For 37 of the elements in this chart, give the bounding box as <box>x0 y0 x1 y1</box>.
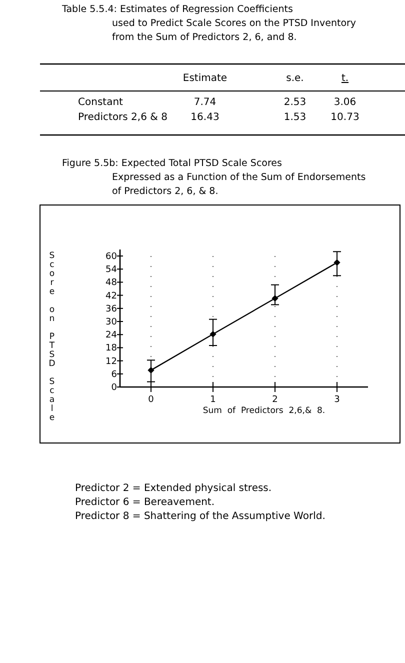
point <box>334 259 340 266</box>
text: Table 5.5.4: Estimates of Regression Coefficients used to Predict Scale Scores on the PTSD Inventory from the Sum of Predictors 2, 6, and 8. <box>61 4 356 43</box>
x-tick-label: 2 <box>272 395 278 405</box>
text: Estimate <box>182 73 228 84</box>
text: s.e. <box>286 73 304 84</box>
y-tick-label: 42 <box>106 291 117 302</box>
y-tick-label: 18 <box>106 344 118 354</box>
text: 3.06 <box>334 97 356 108</box>
y-tick-label: 0 <box>111 383 118 393</box>
text: 16.43 <box>190 112 220 123</box>
text: 7.74 <box>194 97 216 108</box>
text: Predictor 2 = Extended physical stress. <box>75 483 272 494</box>
text: Constant <box>78 97 124 108</box>
y-tick-label: 6 <box>111 370 118 380</box>
point <box>210 331 216 338</box>
text: Predictor 6 = Bereavement. <box>75 497 215 508</box>
y-tick-label: 54 <box>106 265 118 276</box>
chart-title: Figure 5.5b: Expected Total PTSD Scale Scores Expressed as a Function of the Sum of Endorsements of Predictors 2, 6, & 8. <box>62 158 366 197</box>
text: Predictors 2,6 & 8 <box>78 112 168 123</box>
point <box>272 295 278 302</box>
text: 10.73 <box>330 112 360 123</box>
text: t. <box>341 73 349 84</box>
text: Score on PTSD Scale <box>48 251 56 423</box>
text: Predictor 8 = Shattering of the Assumptive World. <box>75 511 326 522</box>
y-tick-label: 12 <box>106 356 117 367</box>
x-tick-label: 3 <box>334 395 340 405</box>
point <box>148 367 154 374</box>
y-tick-label: 30 <box>106 318 118 328</box>
y-tick-label: 48 <box>106 278 118 288</box>
y-tick-label: 60 <box>106 252 118 262</box>
text: 1.53 <box>284 112 306 123</box>
x-tick-label: 0 <box>148 395 154 405</box>
text: 2.53 <box>284 97 306 108</box>
y-tick-label: 36 <box>106 304 118 314</box>
x-tick-label: 1 <box>210 395 216 405</box>
y-tick-label: 24 <box>106 330 118 341</box>
x-axis-title: Sum of Predictors 2,6,& 8. <box>202 406 326 416</box>
